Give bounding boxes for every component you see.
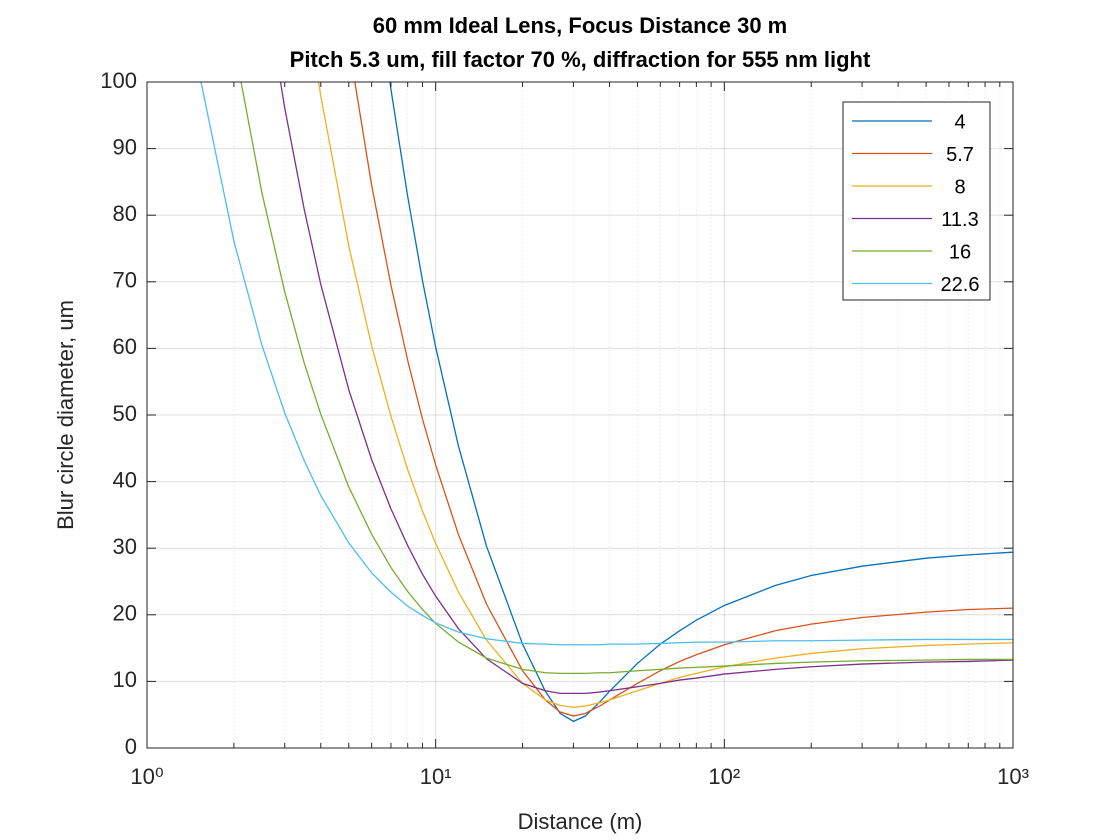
legend-label: 5.7 xyxy=(946,144,974,166)
y-tick-label: 50 xyxy=(113,401,137,426)
lines xyxy=(200,82,1013,723)
series-line xyxy=(279,82,1013,695)
y-tick-label: 10 xyxy=(113,667,137,692)
chart-title: 60 mm Ideal Lens, Focus Distance 30 m xyxy=(373,13,788,38)
ticks: 10⁰ 10¹ 10² 10³ 0 10 20 30 40 50 60 70 80 90 100 xyxy=(100,68,1029,789)
series-line xyxy=(389,82,1013,723)
legend-label: 11.3 xyxy=(941,209,978,231)
y-tick-label: 80 xyxy=(113,201,137,226)
y-tick-label: 40 xyxy=(113,467,137,492)
y-tick-label: 20 xyxy=(113,601,137,626)
x-tick-label: 10⁰ xyxy=(130,764,163,789)
y-tick-label: 60 xyxy=(113,334,137,359)
legend-label: 16 xyxy=(949,241,971,263)
x-tick-label: 10² xyxy=(708,764,740,789)
legend-label: 4 xyxy=(954,111,965,133)
y-tick-label: 100 xyxy=(100,68,137,93)
series-line xyxy=(240,82,1013,675)
series-line xyxy=(200,82,1013,646)
y-tick-label: 30 xyxy=(113,534,137,559)
y-tick-label: 70 xyxy=(113,268,137,293)
legend-label: 8 xyxy=(954,176,965,198)
y-tick-label: 0 xyxy=(125,734,137,759)
chart-subtitle: Pitch 5.3 um, fill factor 70 %, diffract… xyxy=(290,47,871,72)
x-axis-label: Distance (m) xyxy=(518,809,643,834)
series-line xyxy=(317,82,1013,709)
x-tick-label: 10¹ xyxy=(420,764,452,789)
y-axis-label: Blur circle diameter, um xyxy=(53,300,78,530)
legend-box xyxy=(842,101,991,301)
legend-label: 22.6 xyxy=(941,274,980,296)
x-tick-label: 10³ xyxy=(997,764,1029,789)
legend: 4 5.7 8 11.3 16 22.6 xyxy=(842,101,991,301)
y-tick-label: 90 xyxy=(113,134,137,159)
